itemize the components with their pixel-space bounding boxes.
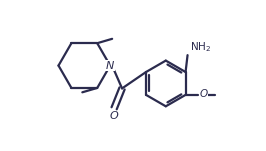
Text: NH$_2$: NH$_2$: [190, 40, 211, 54]
Text: O: O: [200, 90, 207, 100]
Text: N: N: [106, 61, 114, 71]
Text: O: O: [110, 111, 118, 121]
